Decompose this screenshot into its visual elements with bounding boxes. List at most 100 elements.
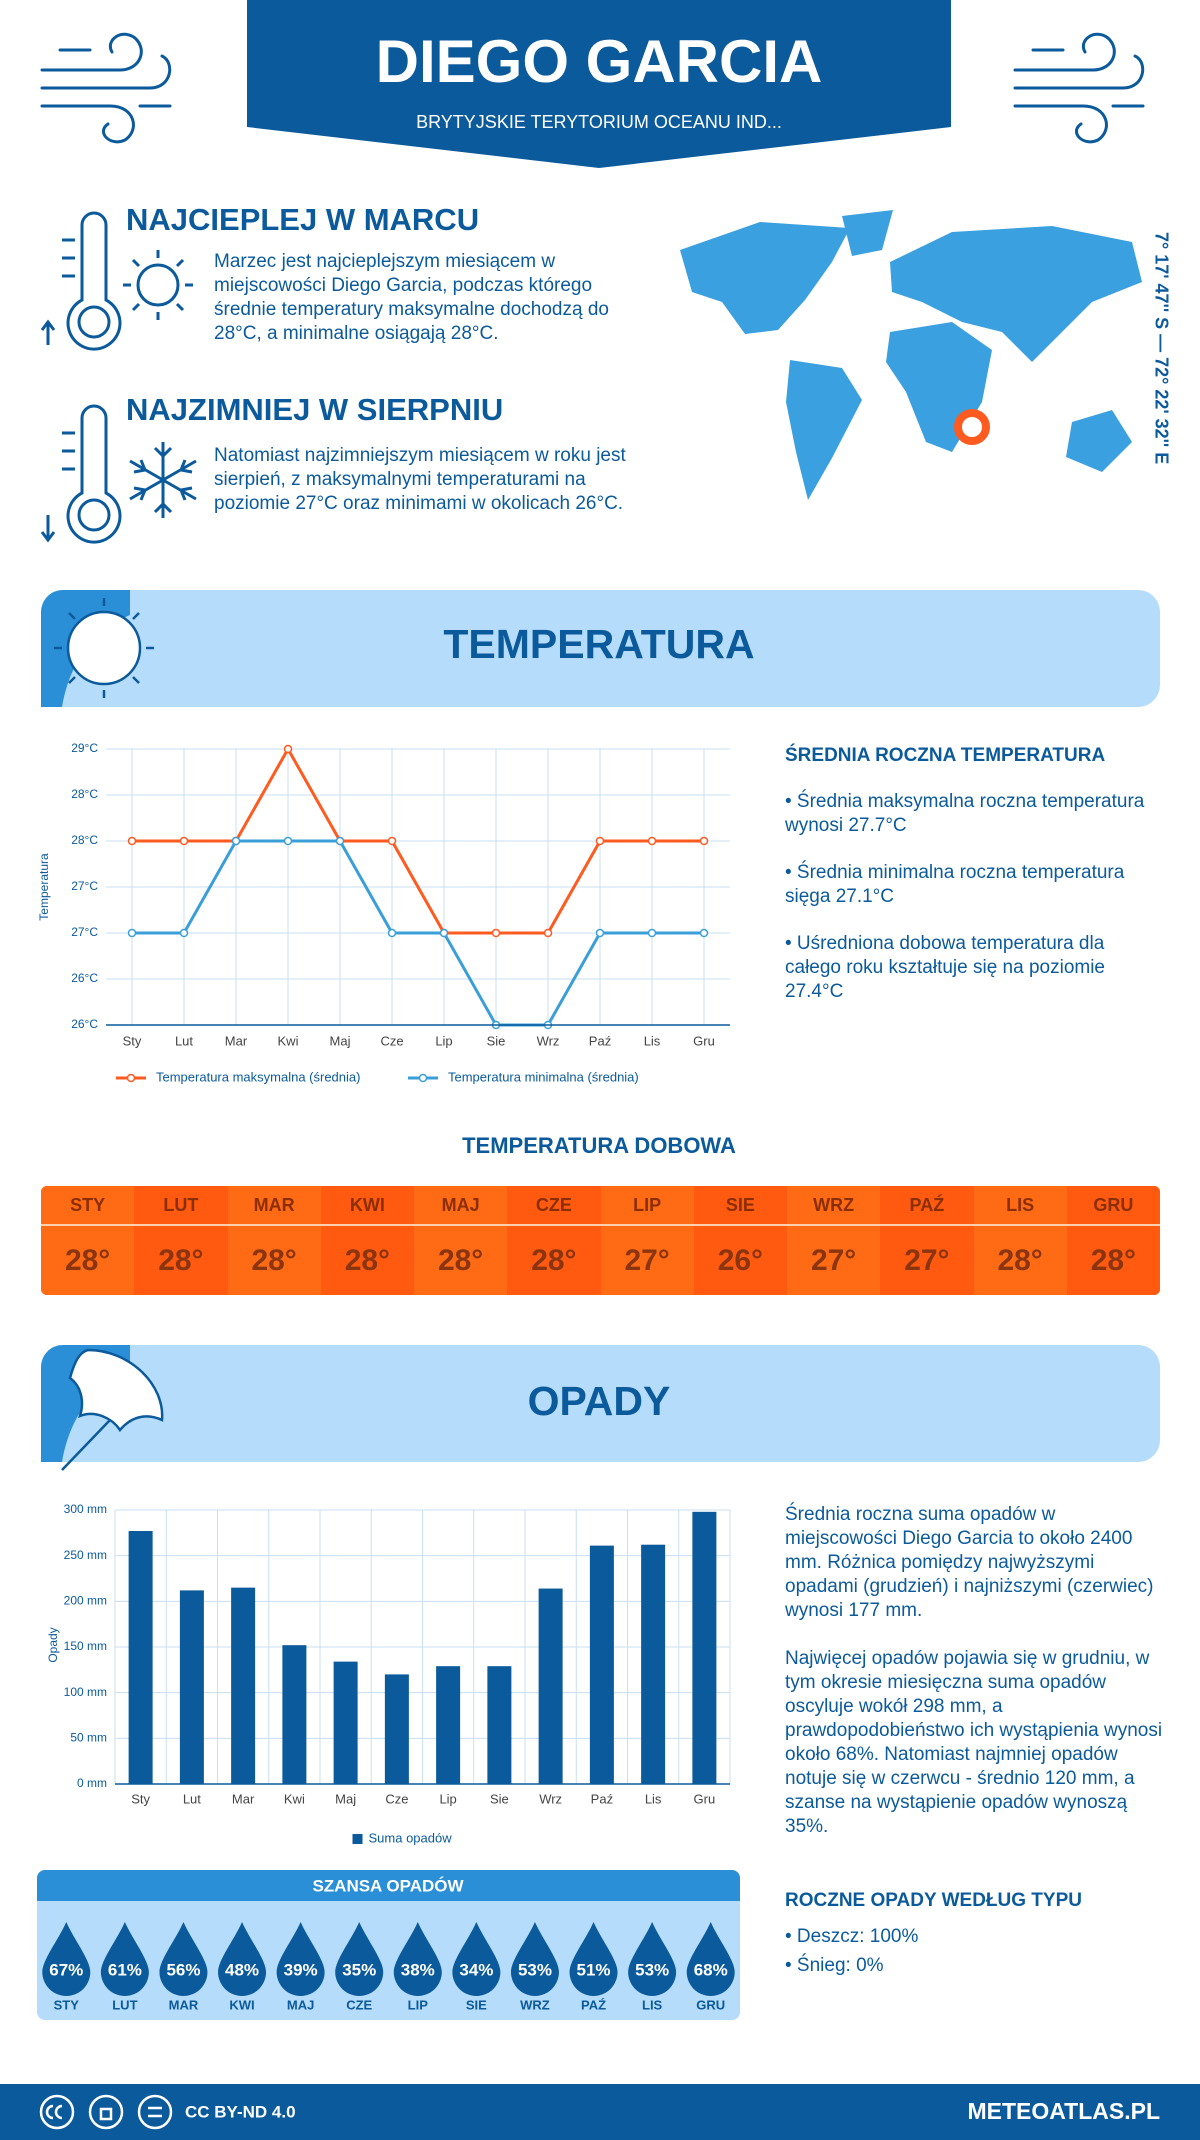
drop [159, 1922, 208, 1997]
x-tick-label: Sie [490, 1791, 509, 1806]
point [127, 928, 137, 938]
x-tick-label: Sie [487, 1033, 506, 1048]
x-tick-label: Sty [123, 1033, 142, 1048]
x-tick-label: Wrz [537, 1033, 560, 1048]
drop-month: CZE [346, 1997, 372, 2012]
chance-title: SZANSA OPADÓW [312, 1876, 464, 1895]
drop-label: 68% [694, 1960, 728, 1979]
drop [335, 1922, 384, 1997]
drop [393, 1922, 442, 1997]
daily-month: LUT [134, 1186, 228, 1224]
section-title: OPADY [528, 1378, 671, 1424]
y-tick-label: 250 mm [64, 1548, 107, 1562]
y-tick-label: 26°C [71, 1017, 98, 1031]
point [283, 744, 293, 754]
drop [628, 1922, 677, 1997]
yearly-title: ROCZNE OPADY WEDŁUG TYPU [785, 1890, 1082, 1911]
drop-label: 39% [284, 1960, 318, 1979]
daily-month: MAR [227, 1186, 321, 1224]
point [595, 836, 605, 846]
bar [487, 1666, 512, 1784]
cold-icon [40, 404, 197, 544]
sun-icon [54, 598, 154, 698]
daily-value: 28° [320, 1226, 414, 1295]
drop-label: 34% [459, 1960, 493, 1979]
legend-swatch [352, 1834, 363, 1844]
y-tick-label: 0 mm [77, 1776, 107, 1790]
site[interactable]: METEOATLAS.PL [967, 2098, 1160, 2124]
section-title: TEMPERATURA [443, 621, 754, 667]
hottest-text: Marzec jest najcieplejszym miesiącem w m… [214, 251, 609, 344]
y-tick-label: 27°C [71, 925, 98, 939]
x-tick-label: Kwi [284, 1791, 305, 1806]
x-tick-label: Lip [435, 1033, 452, 1048]
bar [333, 1661, 358, 1784]
drop-month: WRZ [520, 1997, 550, 2012]
y-tick-label: 50 mm [70, 1731, 107, 1745]
y-axis-label: Temperatura [37, 853, 51, 921]
y-tick-label: 100 mm [64, 1685, 107, 1699]
y-tick-label: 27°C [71, 879, 98, 893]
x-tick-label: Maj [330, 1033, 351, 1048]
line [132, 839, 704, 1027]
daily-month: PAŹ [880, 1186, 974, 1224]
x-tick-label: Lis [645, 1791, 662, 1806]
legend-label: Suma opadów [369, 1830, 453, 1845]
yearly-item: • Śnieg: 0% [785, 1955, 884, 1976]
x-tick-label: Cze [380, 1033, 403, 1048]
stat: • Uśredniona dobowa temperatura dla całe… [785, 933, 1106, 1002]
point [439, 928, 449, 938]
y-tick-label: 28°C [71, 787, 98, 801]
drop-month: KWI [229, 1997, 254, 2012]
precipitation-text: Średnia roczna suma opadów w miejscowośc… [785, 1503, 1165, 1863]
y-tick-label: 150 mm [64, 1639, 107, 1653]
daily-month: KWI [320, 1186, 414, 1224]
y-tick-label: 200 mm [64, 1594, 107, 1608]
x-tick-label: Sty [131, 1791, 150, 1806]
drop [569, 1922, 618, 1997]
drop-label: 38% [401, 1960, 435, 1979]
bar [538, 1588, 563, 1784]
daily-month: WRZ [787, 1186, 881, 1224]
daily-value: 28° [507, 1226, 601, 1295]
legend-point [126, 1073, 136, 1083]
daily-month: STY [41, 1186, 135, 1224]
drop [510, 1922, 559, 1996]
stat: • Średnia maksymalna roczna temperatura … [785, 791, 1145, 836]
x-tick-label: Lip [439, 1791, 456, 1806]
daily-value: 28° [227, 1226, 321, 1295]
drop-label: 53% [635, 1960, 669, 1979]
daily-month: GRU [1066, 1186, 1160, 1224]
point [387, 928, 397, 938]
daily-value: 27° [600, 1226, 694, 1295]
line [132, 745, 704, 935]
point [335, 836, 345, 846]
x-tick-label: Lut [183, 1791, 201, 1806]
point [283, 836, 293, 846]
point [543, 928, 553, 938]
chance-box [37, 1870, 740, 2020]
point [647, 836, 657, 846]
drop-month: PAŹ [581, 1997, 606, 2012]
drop-month: LIS [642, 1997, 663, 2012]
legend-label: Temperatura maksymalna (średnia) [156, 1069, 360, 1084]
y-tick-label: 28°C [71, 833, 98, 847]
daily-value: 27° [880, 1226, 974, 1295]
chance-header [37, 1870, 740, 1901]
y-axis-label: Opady [46, 1627, 60, 1662]
drop-label: 35% [342, 1960, 376, 1979]
bar [692, 1511, 717, 1784]
drop-month: SIE [466, 1997, 487, 2012]
stats-title: ŚREDNIA ROCZNA TEMPERATURA [785, 745, 1106, 766]
bar [282, 1645, 307, 1784]
x-tick-label: Cze [385, 1791, 408, 1806]
paragraph: Średnia roczna suma opadów w miejscowośc… [785, 1504, 1154, 1621]
daily-month: MAJ [414, 1186, 508, 1224]
daily-value: 28° [134, 1226, 228, 1295]
drop [452, 1922, 501, 1997]
drop-month: MAR [169, 1997, 199, 2012]
wind-icon [1013, 32, 1145, 144]
drop [276, 1922, 325, 1997]
bar [641, 1544, 666, 1784]
